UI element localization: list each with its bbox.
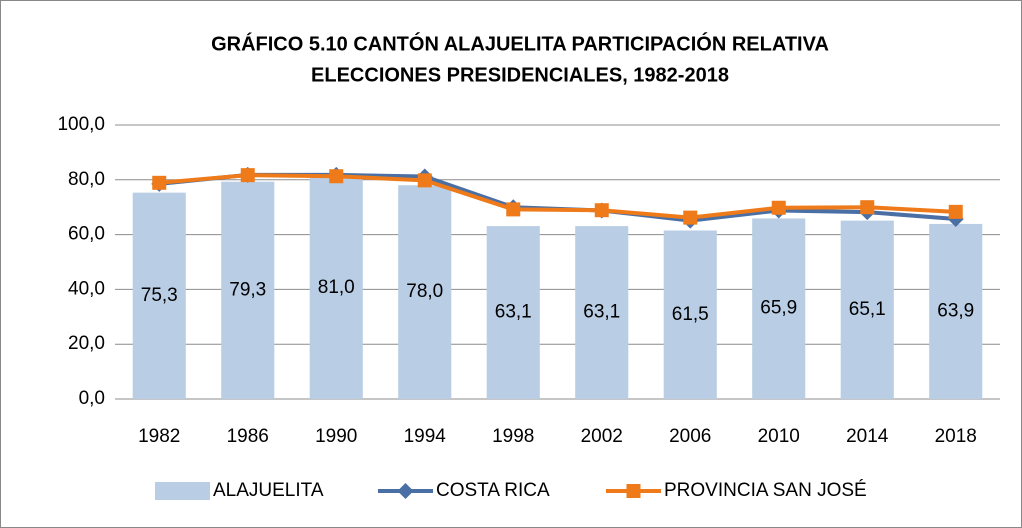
bar (398, 185, 452, 399)
data-label: 63,9 (937, 300, 974, 321)
bar (221, 181, 275, 399)
data-label: 65,9 (760, 298, 797, 319)
x-tick-label: 1994 (404, 426, 447, 447)
line-marker (860, 200, 875, 215)
data-label: 81,0 (318, 277, 355, 298)
y-tick-label: 20,0 (68, 333, 105, 354)
line-marker (417, 173, 432, 188)
x-tick-label: 2018 (935, 426, 977, 447)
y-tick-label: 80,0 (68, 169, 105, 190)
bar (575, 226, 629, 399)
y-tick-label: 60,0 (68, 224, 105, 245)
x-tick-label: 2010 (758, 426, 800, 447)
chart-title: ELECCIONES PRESIDENCIALES, 1982-2018 (311, 64, 729, 86)
legend-label: PROVINCIA SAN JOSÉ (664, 480, 867, 501)
bar (309, 177, 363, 399)
bar (663, 230, 717, 399)
bar (840, 220, 894, 399)
legend-label: COSTA RICA (436, 480, 550, 501)
line-marker (771, 200, 786, 215)
line-marker (329, 169, 344, 184)
line (159, 173, 956, 220)
chart-title: GRÁFICO 5.10 CANTÓN ALAJUELITA PARTICIPA… (211, 31, 829, 55)
legend-swatch (155, 482, 210, 500)
x-tick-label: 2006 (669, 426, 711, 447)
data-label: 61,5 (672, 304, 709, 325)
data-label: 65,1 (849, 299, 886, 320)
line-marker (152, 175, 167, 190)
x-tick-label: 1998 (492, 426, 534, 447)
bar (752, 218, 806, 399)
y-tick-label: 0,0 (79, 388, 105, 409)
x-tick-label: 1990 (315, 426, 357, 447)
line-marker (683, 210, 698, 225)
legend-marker (626, 484, 641, 498)
data-label: 78,0 (406, 281, 443, 302)
x-tick-label: 1982 (138, 426, 180, 447)
line-marker (948, 204, 963, 219)
data-label: 79,3 (229, 279, 266, 300)
data-label: 75,3 (141, 285, 178, 306)
bar (132, 192, 186, 399)
x-tick-label: 2002 (581, 426, 623, 447)
legend-label: ALAJUELITA (213, 480, 324, 501)
bar (486, 226, 540, 399)
line-marker (594, 203, 609, 218)
data-label: 63,1 (583, 302, 620, 323)
x-tick-label: 1986 (227, 426, 269, 447)
x-tick-label: 2014 (846, 426, 889, 447)
legend-marker (397, 483, 414, 499)
line-marker (240, 168, 255, 183)
data-label: 63,1 (495, 302, 532, 323)
y-tick-label: 40,0 (68, 278, 105, 299)
line-marker (506, 202, 521, 217)
y-tick-label: 100,0 (57, 114, 105, 135)
bar (929, 223, 983, 399)
